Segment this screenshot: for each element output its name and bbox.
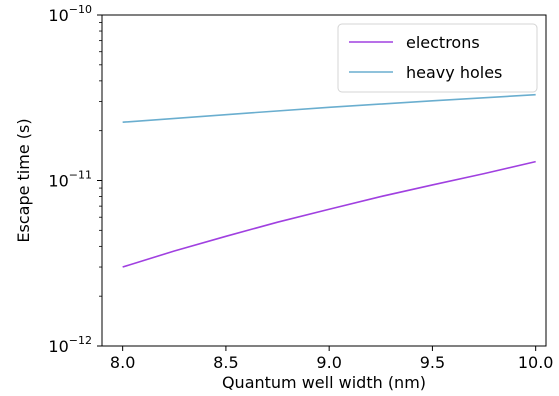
series-layer	[122, 93, 536, 268]
y-tick-label: 10−12	[48, 334, 92, 356]
series-line-heavy-holes	[122, 93, 536, 124]
series-line-electrons	[122, 160, 536, 268]
y-axis-ticks: 10−12 10−11 10−10	[48, 3, 102, 356]
x-tick-label: 9.5	[420, 353, 445, 372]
x-tick-label: 9.0	[316, 353, 341, 372]
legend-electrons-label: electrons	[406, 33, 480, 52]
legend-heavy-holes-label: heavy holes	[406, 63, 502, 82]
x-tick-label: 8.5	[213, 353, 238, 372]
legend: electrons heavy holes	[337, 23, 538, 93]
x-axis-label: Quantum well width (nm)	[222, 373, 426, 392]
x-axis-ticks: 8.0 8.5 9.0 9.5 10.0	[110, 346, 554, 372]
legend-box	[337, 23, 538, 93]
y-tick-label: 10−10	[48, 3, 92, 25]
y-tick-label: 10−11	[48, 169, 92, 191]
x-tick-label: 8.0	[110, 353, 135, 372]
y-axis-label: Escape time (s)	[14, 118, 33, 242]
x-tick-label: 10.0	[518, 353, 554, 372]
